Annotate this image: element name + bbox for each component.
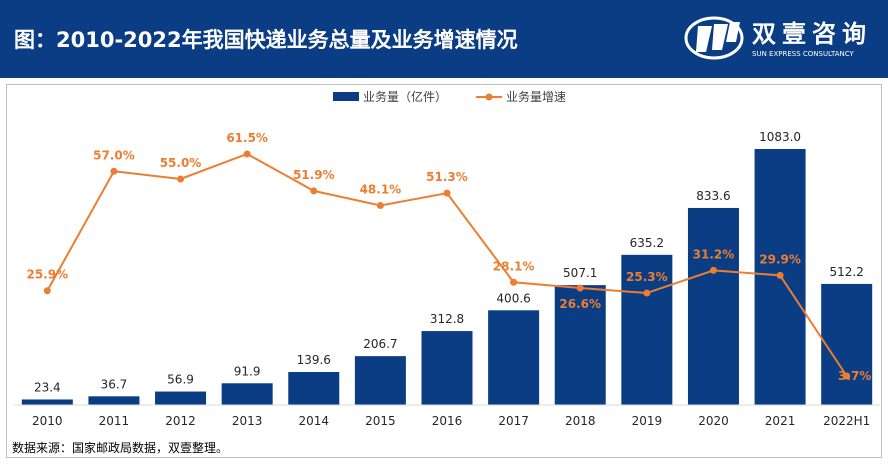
x-tick-2011: 2011	[99, 414, 130, 428]
growth-label-2021: 29.9%	[759, 252, 801, 266]
x-tick-2014: 2014	[298, 414, 329, 428]
growth-point-2021	[776, 271, 784, 279]
logo-text-en: SUN EXPRESS CONSULTANCY	[752, 50, 854, 58]
x-tick-2012: 2012	[165, 414, 196, 428]
bar-label-2010: 23.4	[34, 380, 61, 394]
header-banner: 图：2010-2022年我国快递业务总量及业务增速情况 双壹咨询 SUN EXP…	[0, 0, 888, 78]
growth-label-2014: 51.9%	[293, 168, 335, 182]
legend-line-label: 业务量增速	[506, 89, 566, 104]
growth-point-2010	[43, 287, 51, 295]
bar-label-2012: 56.9	[167, 373, 194, 387]
growth-label-2016: 51.3%	[426, 170, 468, 184]
bar-label-2019: 635.2	[630, 236, 664, 250]
page-title: 图：2010-2022年我国快递业务总量及业务增速情况	[14, 28, 518, 52]
bar-2016	[421, 331, 473, 405]
x-tick-2015: 2015	[365, 414, 396, 428]
bar-label-2016: 312.8	[430, 312, 464, 326]
bar-label-2020: 833.6	[696, 189, 730, 203]
bar-label-2013: 91.9	[234, 364, 261, 378]
bar-2017	[488, 310, 540, 405]
growth-point-2020	[709, 266, 717, 274]
x-tick-2016: 2016	[432, 414, 463, 428]
bar-2012	[155, 391, 207, 405]
bar-2011	[88, 396, 140, 405]
bar-2018	[554, 285, 606, 405]
bar-label-2022H1: 512.2	[830, 265, 864, 279]
growth-point-2014	[310, 187, 318, 195]
bar-2020	[687, 207, 739, 405]
growth-point-2018	[576, 284, 584, 292]
growth-label-2013: 61.5%	[226, 131, 268, 145]
growth-point-2015	[376, 201, 384, 209]
bar-2010	[21, 399, 73, 405]
logo-text-cn: 双壹咨询	[752, 19, 872, 48]
growth-label-2010: 25.9%	[26, 268, 68, 282]
growth-label-2020: 31.2%	[693, 247, 735, 261]
legend-bar-swatch	[333, 92, 359, 101]
bar-2014	[288, 372, 340, 405]
bar-label-2018: 507.1	[563, 266, 597, 280]
x-tick-2019: 2019	[632, 414, 663, 428]
bar-label-2015: 206.7	[363, 337, 397, 351]
growth-point-2022H1	[843, 372, 851, 380]
x-tick-2010: 2010	[32, 414, 63, 428]
bar-label-2017: 400.6	[496, 291, 530, 305]
bar-2015	[354, 356, 406, 405]
logo-mark-icon	[684, 16, 744, 60]
legend-bar-label: 业务量（亿件）	[363, 89, 447, 104]
growth-label-2019: 25.3%	[626, 270, 668, 284]
bar-label-2011: 36.7	[101, 377, 128, 391]
x-tick-2018: 2018	[565, 414, 596, 428]
growth-point-2017	[510, 278, 518, 286]
growth-label-2017: 28.1%	[493, 259, 535, 273]
growth-point-2019	[643, 289, 651, 297]
growth-label-2012: 55.0%	[160, 156, 202, 170]
growth-point-2013	[243, 150, 251, 158]
bar-2019	[621, 254, 673, 405]
x-tick-2020: 2020	[698, 414, 729, 428]
growth-label-2011: 57.0%	[93, 148, 135, 162]
chart-frame	[6, 84, 882, 458]
source-note: 数据来源：国家邮政局数据，双壹整理。	[12, 441, 229, 455]
x-tick-2017: 2017	[498, 414, 529, 428]
x-tick-2022H1: 2022H1	[823, 414, 870, 428]
x-tick-2021: 2021	[765, 414, 796, 428]
growth-label-2022H1: 3.7%	[838, 369, 871, 383]
bar-label-2021: 1083.0	[759, 130, 801, 144]
bar-2022H1	[821, 283, 873, 405]
company-logo: 双壹咨询 SUN EXPRESS CONSULTANCY	[684, 12, 880, 68]
growth-label-2018: 26.6%	[559, 297, 601, 311]
bar-label-2014: 139.6	[297, 353, 331, 367]
growth-point-2012	[177, 175, 185, 183]
bar-2013	[221, 383, 273, 405]
legend-line-marker	[485, 93, 493, 101]
growth-point-2016	[443, 189, 451, 197]
legend: 业务量（亿件） 业务量增速	[333, 89, 566, 104]
growth-point-2011	[110, 167, 118, 175]
growth-label-2015: 48.1%	[360, 182, 402, 196]
x-tick-2013: 2013	[232, 414, 263, 428]
